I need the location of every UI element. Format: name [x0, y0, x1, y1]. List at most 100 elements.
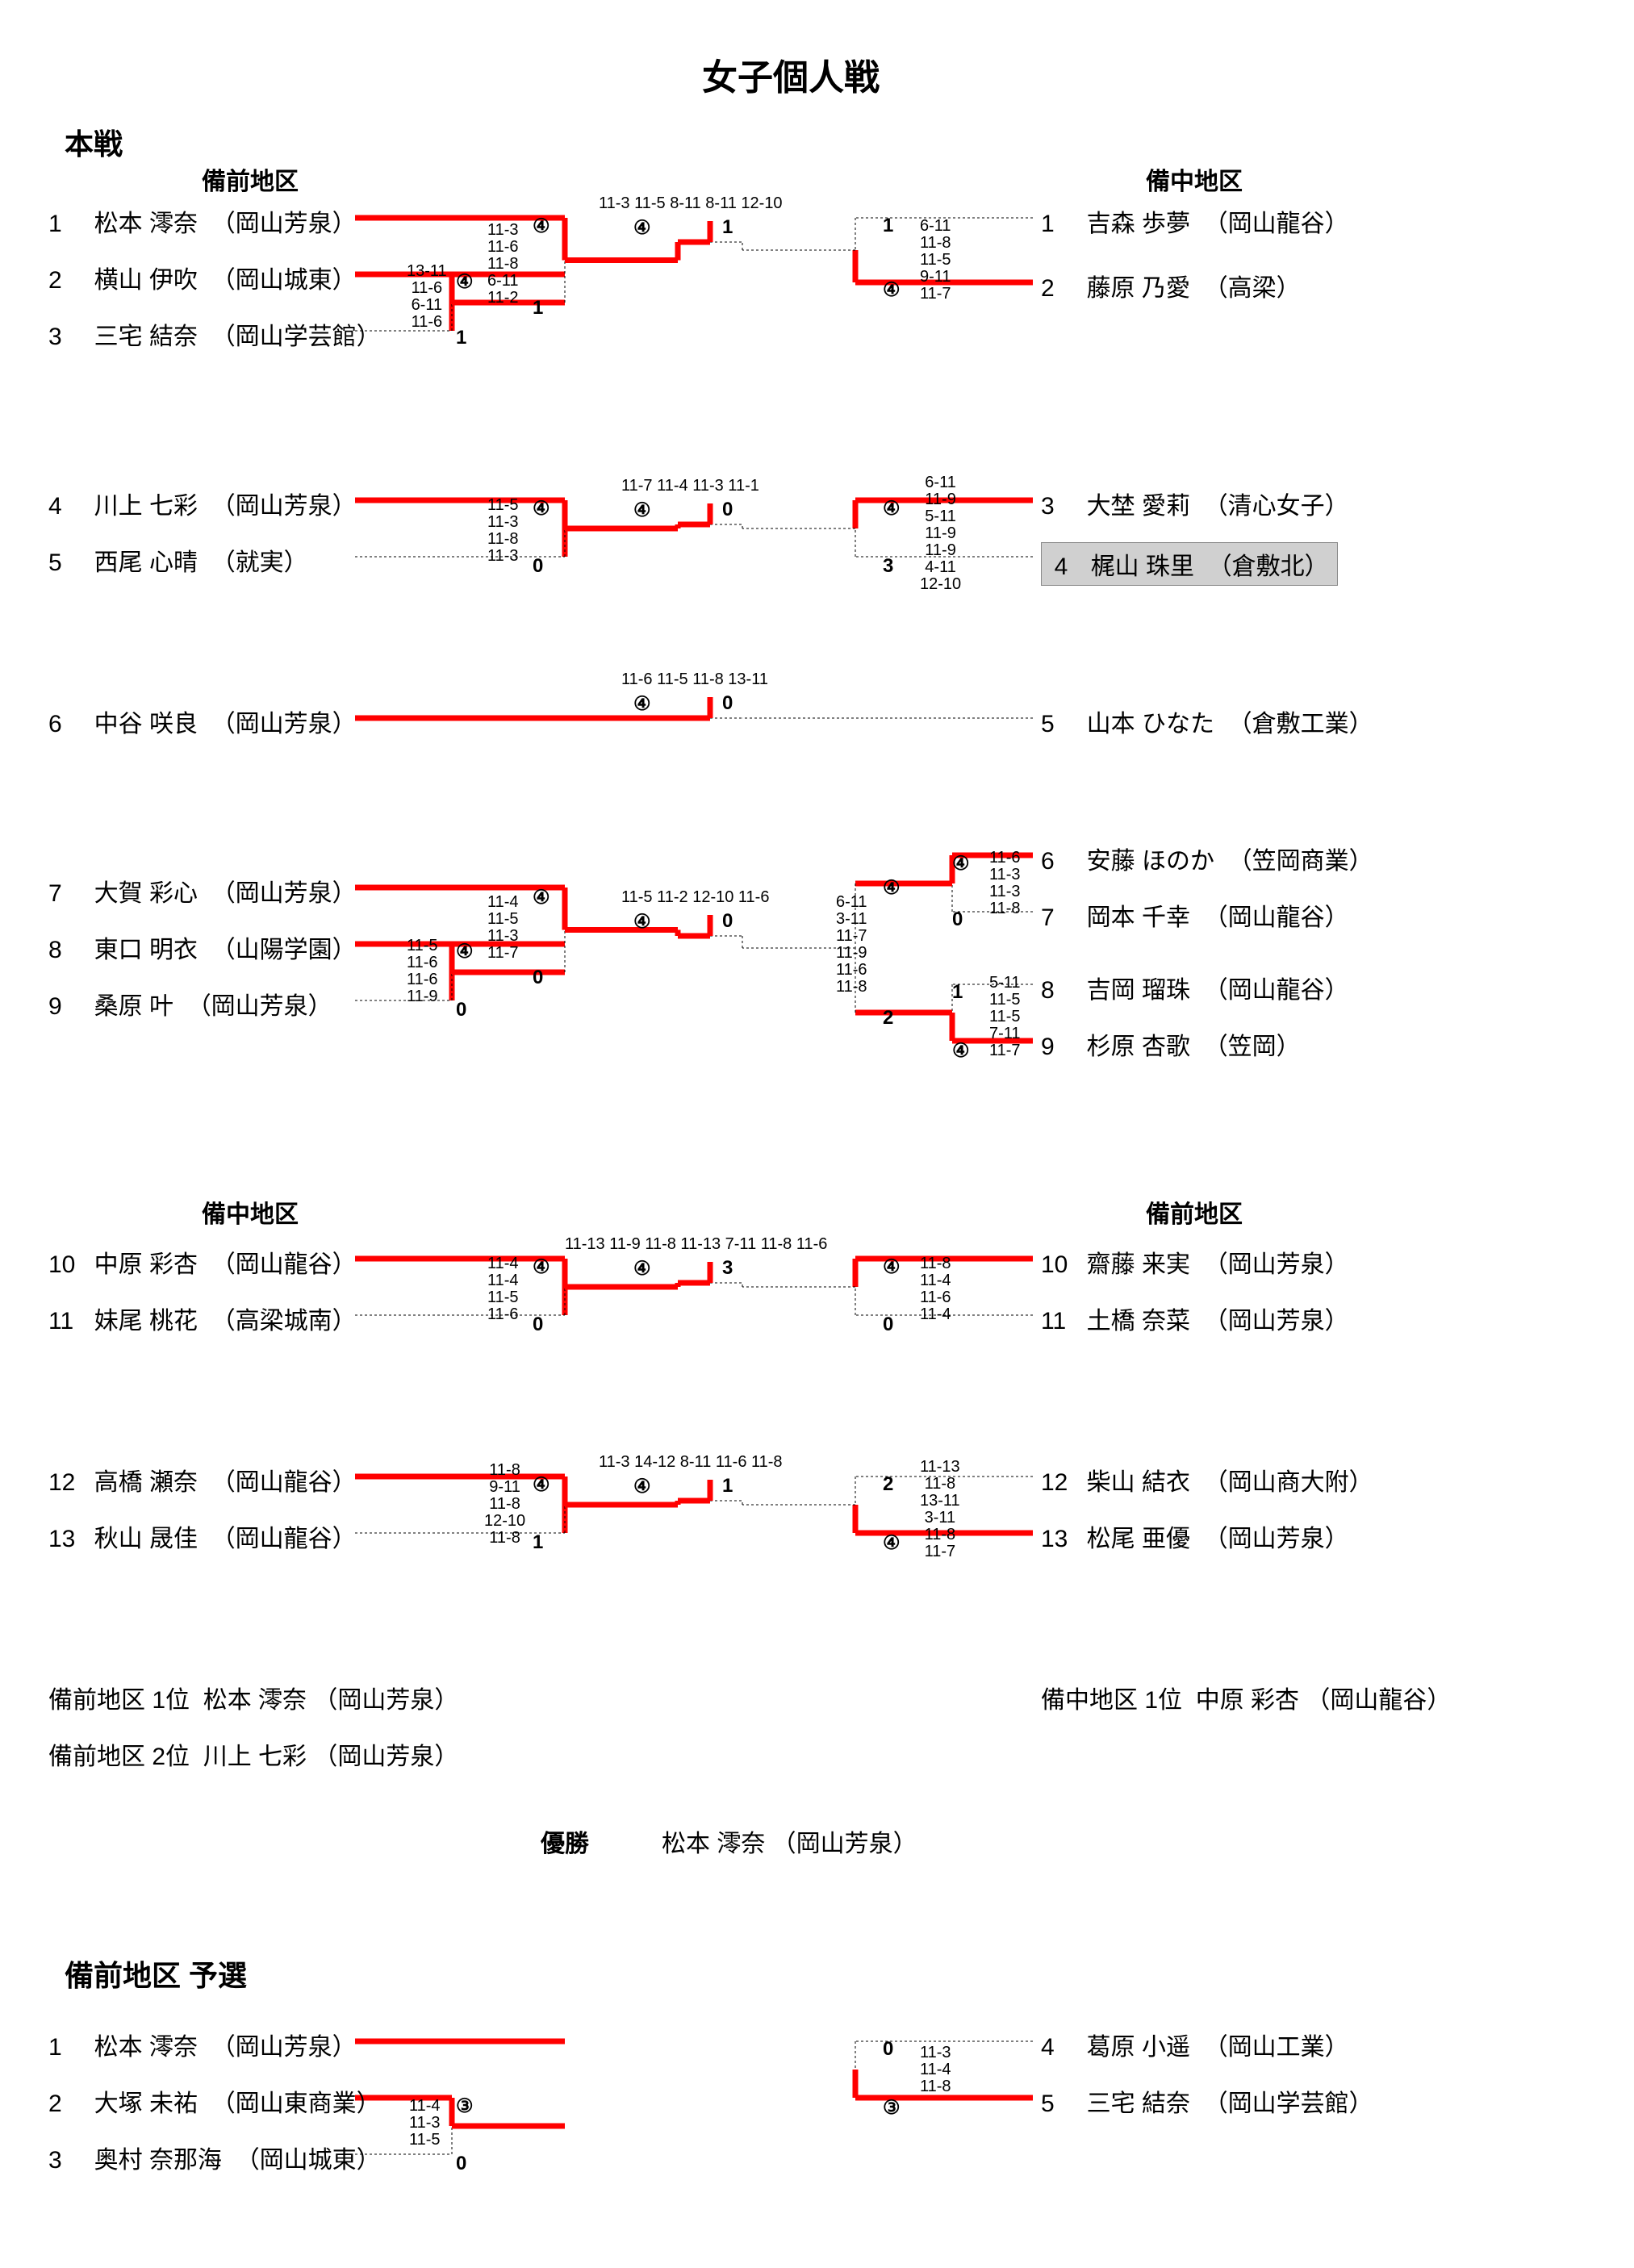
player: 11 土橋 奈菜 （岡山芳泉）	[1041, 1301, 1349, 1336]
score: ④	[883, 278, 901, 302]
player: 8 吉岡 瑠珠 （岡山龍谷）	[1041, 970, 1349, 1005]
score: 1	[722, 1475, 733, 1497]
score: 0	[883, 2038, 893, 2061]
player: 11 妹尾 桃花 （高梁城南）	[48, 1301, 357, 1336]
player: 12 柴山 結衣 （岡山商大附）	[1041, 1462, 1373, 1497]
player: 10 中原 彩杏 （岡山龍谷）	[48, 1244, 357, 1280]
score-detail: 11-411-411-511-6	[487, 1255, 519, 1323]
player: 4 葛原 小遥 （岡山工業）	[1041, 2027, 1349, 2062]
score: 1	[722, 216, 733, 239]
player: 12 高橋 瀬奈 （岡山龍谷）	[48, 1462, 357, 1497]
player: 9 杉原 杏歌 （笠岡）	[1041, 1026, 1301, 1062]
player: 1 吉森 歩夢 （岡山龍谷）	[1041, 203, 1349, 239]
score-detail: 11-5 11-2 12-10 11-6	[621, 889, 769, 906]
score-detail: 5-1111-511-57-1111-7	[989, 975, 1021, 1059]
score: ④	[633, 910, 651, 934]
player: 1 松本 澪奈 （岡山芳泉）	[48, 2027, 357, 2062]
score-detail: 11-7 11-4 11-3 11-1	[621, 478, 759, 495]
score-detail: 11-311-411-8	[920, 2045, 951, 2095]
score: 1	[952, 981, 963, 1004]
score: 0	[533, 555, 543, 578]
player: 3 大埜 愛莉 （清心女子）	[1041, 486, 1349, 521]
score: ④	[883, 1255, 901, 1279]
score: ④	[533, 1255, 550, 1279]
score: ④	[456, 940, 474, 963]
score-detail: 6-1111-95-1111-911-94-1112-10	[920, 474, 961, 593]
gf-right: 備中地区 1位 中原 彩杏 （岡山龍谷）	[1041, 1680, 1451, 1715]
score-detail: 11-611-311-311-8	[989, 850, 1021, 917]
player: 7 岡本 千幸 （岡山龍谷）	[1041, 897, 1349, 933]
score: 2	[883, 1473, 893, 1496]
score: 0	[456, 2153, 466, 2175]
player: 10 齋藤 来実 （岡山芳泉）	[1041, 1244, 1349, 1280]
score: 0	[883, 1314, 893, 1336]
player: 3 奥村 奈那海 （岡山城東）	[48, 2140, 381, 2175]
score-detail: 11-6 11-5 11-8 13-11	[621, 671, 768, 688]
score: ③	[456, 2095, 474, 2118]
score-detail: 6-1111-811-59-1111-7	[920, 218, 951, 303]
score-detail: 11-511-611-611-9	[407, 938, 438, 1005]
score: ④	[952, 1039, 970, 1063]
score-detail: 11-411-311-5	[409, 2098, 441, 2149]
player: 4 梶山 珠里 （倉敷北）	[1041, 542, 1338, 586]
player: 6 安藤 ほのか （笠岡商業）	[1041, 841, 1373, 876]
player: 4 川上 七彩 （岡山芳泉）	[48, 486, 357, 521]
score-detail: 11-3 11-5 8-11 8-11 12-10	[599, 195, 783, 212]
score: 1	[883, 215, 893, 237]
score: ④	[883, 876, 901, 900]
score: 0	[456, 999, 466, 1021]
score: 0	[722, 499, 733, 521]
score-detail: 13-1111-66-1111-6	[407, 263, 447, 331]
score: ④	[883, 1531, 901, 1555]
score: ④	[633, 1475, 651, 1498]
player: 5 西尾 心晴 （就実）	[48, 542, 308, 578]
score: ③	[883, 2096, 901, 2120]
score-detail: 11-511-311-811-3	[487, 497, 519, 565]
score: ④	[633, 216, 651, 240]
honsen-title: 本戦	[65, 121, 123, 163]
score: 3	[883, 555, 893, 578]
score: 1	[533, 297, 543, 320]
score: ④	[456, 270, 474, 294]
page-title-bind: 女子個人戦	[702, 48, 880, 100]
score-detail: 11-1311-813-113-1111-811-7	[920, 1459, 960, 1560]
result-name: 松本 澪奈 （岡山芳泉）	[662, 1823, 917, 1859]
score: 0	[533, 1314, 543, 1336]
player: 8 東口 明衣 （山陽学園）	[48, 929, 357, 965]
score: 2	[883, 1007, 893, 1030]
gf-left: 備前地区 1位 松本 澪奈 （岡山芳泉）	[48, 1680, 458, 1715]
yosen-title: 備前地区 予選	[65, 1953, 247, 1994]
region-right-1: 備中地区	[1146, 161, 1243, 197]
score: 0	[722, 692, 733, 715]
player: 2 藤原 乃愛 （高梁）	[1041, 268, 1301, 303]
score: 0	[952, 908, 963, 931]
player: 2 横山 伊吹 （岡山城東）	[48, 260, 357, 295]
score: 0	[533, 967, 543, 989]
score: 3	[722, 1257, 733, 1280]
player: 5 三宅 結奈 （岡山学芸館）	[1041, 2083, 1373, 2119]
score-detail: 11-311-611-86-1111-2	[487, 222, 519, 307]
score: ④	[633, 1257, 651, 1280]
score-detail: 11-811-411-611-4	[920, 1255, 951, 1323]
player: 7 大賀 彩心 （岡山芳泉）	[48, 873, 357, 908]
score: ④	[533, 215, 550, 238]
score-detail: 11-89-1111-812-1011-8	[484, 1462, 525, 1547]
player: 5 山本 ひなた （倉敷工業）	[1041, 704, 1373, 739]
score: ④	[952, 852, 970, 875]
player: 13 松尾 亜優 （岡山芳泉）	[1041, 1518, 1349, 1554]
gf-aux: 備前地区 2位 川上 七彩 （岡山芳泉）	[48, 1736, 458, 1772]
player: 2 大塚 未祐 （岡山東商業）	[48, 2083, 381, 2119]
player: 9 桑原 叶 （岡山芳泉）	[48, 986, 332, 1021]
player: 13 秋山 晟佳 （岡山龍谷）	[48, 1518, 357, 1554]
score: ④	[533, 886, 550, 909]
region-right-2: 備前地区	[1146, 1194, 1243, 1230]
score-detail: 11-411-511-311-7	[487, 894, 519, 962]
score: ④	[883, 497, 901, 520]
score: 0	[722, 910, 733, 933]
score-detail: 11-3 14-12 8-11 11-6 11-8	[599, 1454, 783, 1471]
score: ④	[533, 497, 550, 520]
score: ④	[633, 499, 651, 522]
region-left-1: 備前地区	[202, 161, 299, 197]
score-detail: 11-13 11-9 11-8 11-13 7-11 11-8 11-6	[565, 1236, 827, 1253]
player: 1 松本 澪奈 （岡山芳泉）	[48, 203, 357, 239]
